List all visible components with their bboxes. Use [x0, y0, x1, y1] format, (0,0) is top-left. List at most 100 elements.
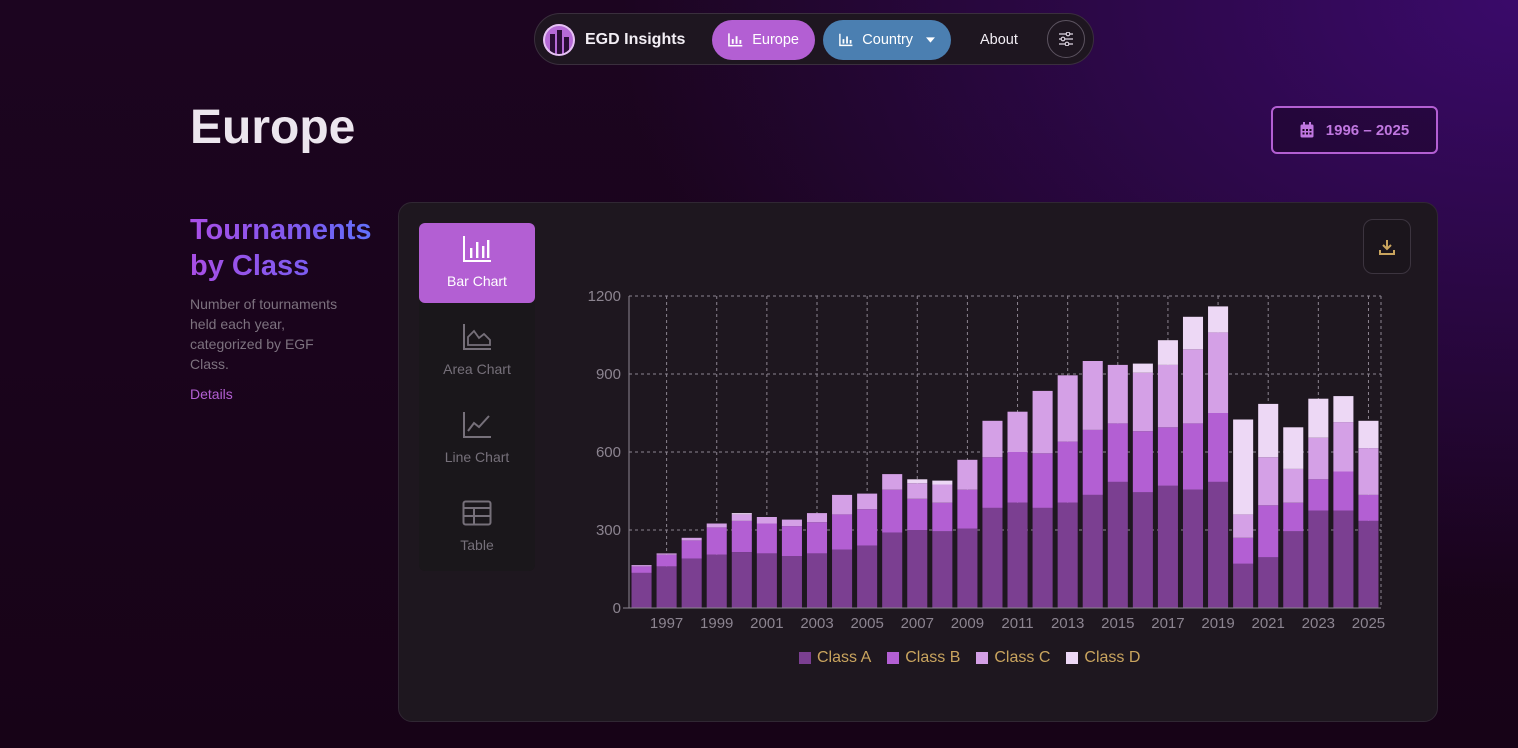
details-link[interactable]: Details [190, 386, 233, 402]
bar-segment [1107, 481, 1128, 608]
tab-area-chart[interactable]: Area Chart [419, 311, 535, 391]
x-tick-label: 1999 [700, 615, 733, 632]
brand[interactable]: EGD Insights [543, 23, 685, 57]
bar-segment [907, 479, 928, 484]
bar-segment [706, 554, 727, 608]
bar-segment [781, 526, 802, 556]
y-tick-label: 1200 [588, 288, 621, 305]
x-tick-label: 2017 [1151, 615, 1184, 632]
bar-chart-icon [728, 33, 743, 47]
nav-europe-button[interactable]: Europe [712, 20, 815, 60]
bar-segment [1333, 396, 1354, 423]
tab-bar-chart[interactable]: Bar Chart [419, 223, 535, 303]
date-range-label: 1996 – 2025 [1325, 121, 1410, 139]
bar-segment [932, 502, 953, 532]
bar-segment [1032, 390, 1053, 454]
bar-segment [832, 514, 853, 550]
bar-segment [1132, 363, 1153, 373]
section-description: Number of tournaments held each year, ca… [190, 296, 338, 372]
nav-about-link[interactable]: About [980, 32, 1018, 48]
bar-segment [1358, 448, 1379, 495]
date-range-picker[interactable]: 1996 – 2025 [1271, 106, 1438, 154]
bar-segment [1208, 413, 1229, 482]
bar-segment [982, 507, 1003, 608]
bar-segment [731, 514, 752, 521]
bar-segment [1308, 479, 1329, 511]
bar-segment [1182, 423, 1204, 490]
legend-item[interactable]: Class D [1066, 649, 1140, 667]
legend-item[interactable]: Class B [887, 649, 960, 667]
bar-segment [631, 572, 652, 608]
calendar-icon [1300, 122, 1314, 138]
bar-segment [882, 532, 903, 608]
settings-button[interactable] [1047, 20, 1085, 58]
legend-label: Class A [817, 649, 872, 666]
bar-segment [656, 566, 677, 608]
bar-segment [806, 513, 828, 523]
bar-segment [882, 474, 903, 490]
bar-segment [832, 494, 853, 515]
bar-segment [1157, 364, 1178, 428]
legend-item[interactable]: Class A [799, 649, 871, 667]
x-tick-label: 1997 [650, 615, 683, 632]
bar-segment [1132, 372, 1153, 432]
bar-chart-logo-icon [543, 24, 575, 56]
chart-type-tabs: Bar Chart Area Chart Line Chart Table [419, 223, 535, 571]
bar-segment [731, 552, 752, 608]
bar-segment [907, 483, 928, 499]
nav-country-label: Country [862, 32, 914, 48]
bar-segment [631, 566, 652, 573]
x-tick-label: 2025 [1352, 615, 1385, 632]
bar-segment [982, 420, 1003, 458]
bar-segment [907, 530, 928, 608]
bar-segment [1057, 441, 1078, 503]
bar-segment [1182, 316, 1204, 350]
x-tick-label: 2003 [800, 615, 833, 632]
bar-segment [1082, 361, 1103, 430]
tab-table[interactable]: Table [419, 487, 535, 567]
bar-segment [1208, 306, 1229, 333]
bar-segment [982, 457, 1003, 508]
bar-segment [932, 480, 953, 485]
bar-segment [1358, 494, 1379, 521]
x-tick-label: 2001 [750, 615, 783, 632]
top-nav: EGD Insights Europe Country About [534, 13, 1094, 65]
caret-down-icon [926, 37, 935, 43]
legend-swatch [799, 652, 811, 664]
bar-segment [1182, 349, 1204, 424]
bar-segment [631, 565, 652, 567]
bar-chart-icon [463, 236, 491, 262]
bar-segment [1283, 502, 1304, 532]
bar-segment [957, 459, 978, 490]
bar-segment [1007, 502, 1028, 608]
bar-segment [1082, 494, 1103, 608]
bar-segment [857, 509, 878, 546]
bar-segment [857, 493, 878, 510]
bar-segment [1233, 514, 1254, 538]
bar-segment [681, 540, 702, 559]
page-title: Europe [190, 101, 356, 154]
brand-name: EGD Insights [585, 31, 686, 48]
bar-segment [1107, 364, 1128, 424]
bar-segment [1157, 485, 1178, 608]
legend-item[interactable]: Class C [976, 649, 1050, 667]
bar-segment [681, 537, 702, 541]
chart-legend: Class A Class B Class C Class D [799, 649, 1140, 667]
download-icon [1379, 239, 1395, 255]
tab-label: Line Chart [444, 449, 510, 465]
bar-segment [1208, 332, 1229, 413]
bar-segment [781, 519, 802, 527]
bar-segment [1258, 505, 1279, 558]
bar-segment [1057, 375, 1078, 442]
nav-country-dropdown[interactable]: Country [823, 20, 951, 60]
legend-label: Class C [994, 649, 1051, 666]
bar-segment [1333, 510, 1354, 608]
bar-segment [1057, 502, 1078, 608]
bar-segment [1107, 423, 1128, 482]
tab-label: Area Chart [443, 361, 511, 377]
tab-line-chart[interactable]: Line Chart [419, 399, 535, 479]
download-button[interactable] [1363, 219, 1411, 274]
bar-segment [706, 523, 727, 528]
bar-segment [1283, 468, 1304, 503]
bar-segment [1283, 531, 1304, 608]
